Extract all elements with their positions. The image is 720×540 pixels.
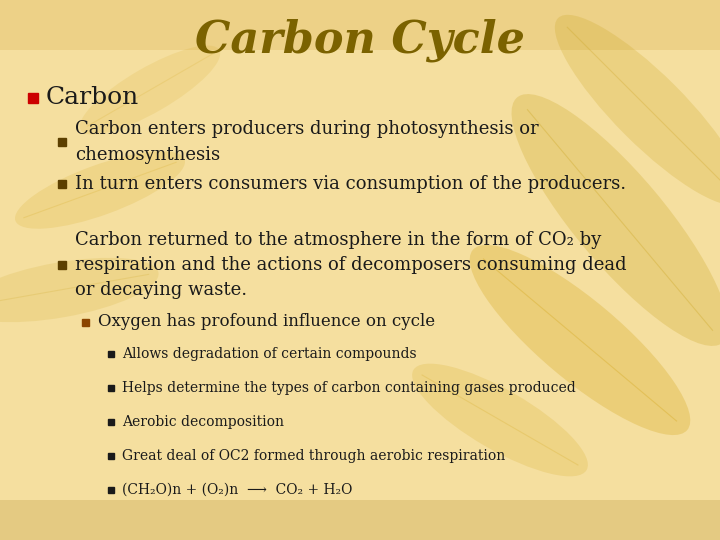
Text: Oxygen has profound influence on cycle: Oxygen has profound influence on cycle [98, 314, 435, 330]
Ellipse shape [15, 151, 185, 229]
Text: Carbon Cycle: Carbon Cycle [195, 18, 525, 62]
Bar [108, 351, 114, 357]
Bar [108, 453, 114, 459]
Text: In turn enters consumers via consumption of the producers.: In turn enters consumers via consumption… [75, 175, 626, 193]
Bar [108, 385, 114, 391]
Ellipse shape [0, 258, 158, 322]
Text: Allows degradation of certain compounds: Allows degradation of certain compounds [122, 347, 417, 361]
Bar [108, 487, 114, 493]
Bar [58, 138, 66, 146]
Bar [58, 180, 66, 188]
Text: Great deal of OC2 formed through aerobic respiration: Great deal of OC2 formed through aerobic… [122, 449, 505, 463]
Text: Carbon returned to the atmosphere in the form of CO₂ by
respiration and the acti: Carbon returned to the atmosphere in the… [75, 231, 626, 299]
Ellipse shape [412, 363, 588, 476]
Bar [28, 93, 38, 103]
Text: Helps determine the types of carbon containing gases produced: Helps determine the types of carbon cont… [122, 381, 576, 395]
Text: Carbon: Carbon [46, 86, 139, 110]
Ellipse shape [511, 94, 720, 346]
Text: Carbon enters producers during photosynthesis or
chemosynthesis: Carbon enters producers during photosynt… [75, 120, 539, 164]
Bar [108, 419, 114, 425]
Text: (CH₂O)n + (O₂)n  ⟶  CO₂ + H₂O: (CH₂O)n + (O₂)n ⟶ CO₂ + H₂O [122, 483, 352, 497]
Bar [58, 261, 66, 269]
Ellipse shape [469, 245, 690, 435]
Ellipse shape [80, 45, 220, 134]
Text: Aerobic decomposition: Aerobic decomposition [122, 415, 284, 429]
Ellipse shape [555, 15, 720, 205]
Bar [82, 319, 89, 326]
